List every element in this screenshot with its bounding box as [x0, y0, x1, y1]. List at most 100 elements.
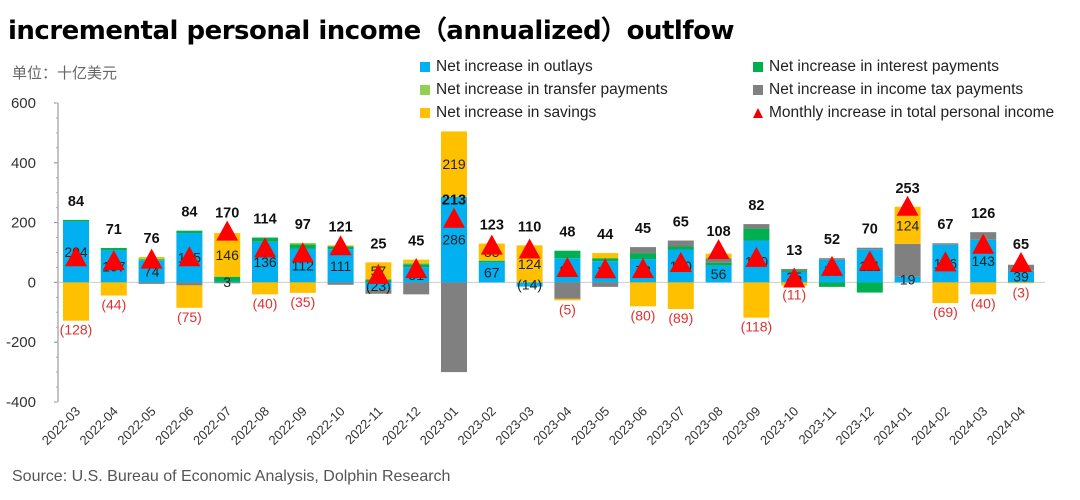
bar-segment [441, 131, 467, 197]
bar-segment [1008, 282, 1034, 284]
total-income-marker [1010, 251, 1032, 272]
total-income-marker [518, 238, 541, 259]
bar-segment [63, 282, 89, 321]
total-income-marker [707, 239, 730, 260]
legend-swatch [753, 85, 763, 95]
total-income-marker [783, 267, 806, 288]
bar-segment [138, 282, 165, 284]
bar-segment [327, 282, 354, 285]
bar-segment [856, 282, 883, 293]
bar-segment [743, 282, 770, 318]
total-income-marker [216, 220, 239, 241]
bar-segment [214, 276, 241, 282]
data-label-savings: (3) [1012, 284, 1029, 300]
total-income-marker [745, 246, 768, 267]
total-income-marker [632, 257, 654, 278]
x-tick-label: 2023-12 [833, 404, 877, 448]
total-income-marker [102, 250, 125, 271]
legend-swatch [753, 62, 763, 72]
bar-segment [516, 282, 543, 287]
x-tick-label: 2023-08 [681, 404, 725, 448]
bar-segment [819, 282, 845, 287]
total-income-marker [594, 258, 617, 279]
data-label-outlays: 143 [972, 253, 996, 269]
x-tick-label: 2023-04 [530, 404, 574, 448]
total-income-marker [858, 250, 881, 271]
data-label-savings: (75) [177, 309, 202, 325]
x-tick-label: 2022-06 [152, 404, 196, 448]
total-income-marker [65, 246, 87, 267]
y-tick-label: -200 [6, 334, 36, 351]
bar-segment [667, 282, 694, 310]
bar-segment [630, 247, 656, 254]
x-tick-label: 2023-06 [606, 404, 650, 448]
y-tick-label: 0 [28, 274, 36, 291]
bar-segment [478, 259, 505, 261]
bar-segment [365, 282, 392, 290]
y-tick-label: 200 [11, 215, 36, 232]
data-label-total: 65 [1013, 237, 1029, 253]
total-income-marker [140, 248, 163, 269]
bar-segment [554, 298, 581, 301]
total-income-marker [480, 234, 503, 255]
legend-swatch [420, 85, 430, 95]
legend-label: Net increase in outlays [436, 58, 593, 75]
data-label-total: 45 [635, 221, 651, 237]
x-tick-label: 2022-08 [228, 404, 272, 448]
data-label-total: 76 [144, 231, 160, 247]
data-label-savings: (118) [741, 319, 773, 335]
legend-item: Net increase in income tax payments [753, 81, 1023, 99]
data-label-total: 253 [895, 181, 919, 197]
data-label-savings: 219 [442, 156, 466, 172]
data-label-outlays: 286 [442, 232, 466, 248]
total-income-marker [556, 257, 579, 278]
x-tick-label: 2024-03 [946, 404, 990, 448]
x-tick-label: 2023-07 [644, 404, 688, 448]
legend-label: Monthly increase in total personal incom… [769, 104, 1055, 121]
data-label-savings: (44) [101, 297, 126, 313]
data-label-savings: (89) [668, 310, 693, 326]
bar-segment [478, 262, 505, 283]
data-label-total: 213 [442, 193, 466, 209]
total-income-marker [291, 242, 314, 263]
bar-segment [592, 282, 619, 287]
data-label-outlays: 67 [484, 264, 500, 280]
bar-segment [743, 224, 770, 229]
bar-segment [252, 282, 278, 295]
bar-segment [441, 282, 467, 373]
data-label-total: 70 [862, 222, 878, 238]
unit-label: 单位：十亿美元 [12, 64, 118, 82]
bar-segment [554, 250, 581, 259]
total-income-marker [329, 235, 352, 256]
bar-segment [554, 282, 581, 299]
bar-segment [100, 282, 127, 296]
bar-segment [856, 247, 883, 250]
bar-segment [932, 243, 959, 245]
bar-segment [214, 281, 241, 283]
bar-segment [667, 246, 694, 250]
data-label-outlays: (14) [517, 276, 542, 292]
bar-segment [176, 230, 203, 234]
bar-segment [1008, 270, 1034, 283]
total-income-marker [254, 237, 276, 258]
total-income-marker [178, 246, 201, 267]
source-note: Source: U.S. Bureau of Economic Analysis… [12, 468, 451, 485]
data-label-total: 82 [748, 198, 764, 214]
x-tick-label: 2022-12 [379, 404, 423, 448]
data-label-total: 126 [971, 206, 995, 222]
data-label-savings: (11) [782, 287, 806, 303]
total-income-marker [669, 251, 692, 272]
bar-segment [592, 253, 619, 259]
x-tick-label: 2023-11 [795, 404, 839, 448]
x-tick-label: 2022-04 [77, 404, 121, 448]
x-tick-label: 2024-01 [870, 404, 914, 448]
x-tick-label: 2023-01 [417, 404, 461, 448]
data-label-savings: (128) [60, 322, 93, 338]
legend-item: Monthly increase in total personal incom… [753, 104, 1054, 122]
x-tick-label: 2022-05 [114, 404, 158, 448]
bar-segment [176, 285, 203, 308]
bar-segment [63, 219, 89, 222]
bar-segment [100, 248, 127, 251]
bar-segment [478, 260, 505, 263]
data-label-total: 25 [370, 236, 386, 252]
